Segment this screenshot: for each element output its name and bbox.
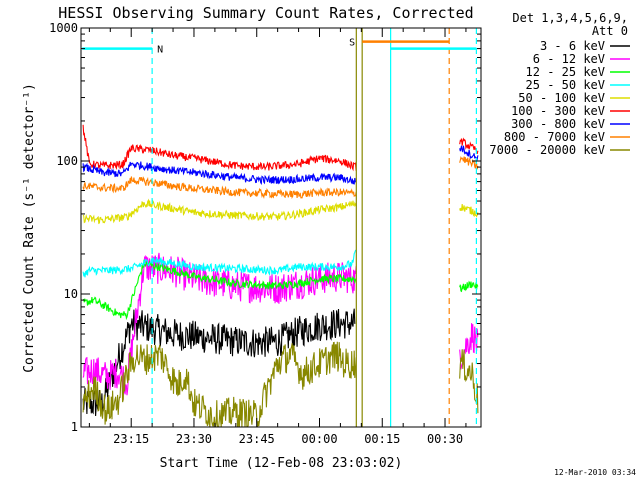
series-line-7 <box>82 176 357 200</box>
series-line-8 <box>82 341 357 428</box>
series-line-3 <box>82 249 357 278</box>
y-tick-label: 10 <box>64 287 78 301</box>
legend-entry-label: 7000 - 20000 keV <box>489 143 605 157</box>
series-line-7 <box>459 155 479 170</box>
series-line-4 <box>459 204 479 218</box>
y-tick-label: 100 <box>56 154 78 168</box>
series-line-2 <box>83 259 357 321</box>
series-line-1 <box>82 252 357 396</box>
legend-header: Det 1,3,4,5,6,9, <box>512 11 628 25</box>
y-axis-label: Corrected Count Rate (s⁻¹ detector⁻¹) <box>22 83 37 373</box>
series-layer <box>82 124 479 428</box>
y-axis: 1 10 100 1000 <box>49 21 481 434</box>
series-line-5 <box>459 137 479 155</box>
legend-entry-label: 300 - 800 keV <box>511 117 605 131</box>
x-tick-label: 00:30 <box>427 432 463 446</box>
legend-entry-label: 800 - 7000 keV <box>504 130 605 144</box>
series-line-8 <box>459 349 479 414</box>
legend-entry-label: 100 - 300 keV <box>511 104 605 118</box>
x-tick-label: 00:00 <box>301 432 337 446</box>
legend-entry-label: 6 - 12 keV <box>533 52 605 66</box>
y-tick-label: 1 <box>71 420 78 434</box>
legend-entry-label: 25 - 50 keV <box>526 78 605 92</box>
y-tick-label: 1000 <box>49 21 78 35</box>
legend-entry-label: 12 - 25 keV <box>526 65 605 79</box>
x-tick-label: 23:30 <box>176 432 212 446</box>
interval-label: S <box>349 38 355 49</box>
footer-date: 12-Mar-2010 03:34 <box>554 468 636 477</box>
legend-entry-label: 3 - 6 keV <box>540 39 605 53</box>
legend-header: Att 0 <box>592 24 628 38</box>
series-line-5 <box>82 124 357 172</box>
x-tick-label: 00:15 <box>364 432 400 446</box>
series-line-6 <box>459 145 479 162</box>
x-tick-label: 23:15 <box>113 432 149 446</box>
x-axis: 23:15 23:30 23:45 00:00 00:15 00:30 <box>88 28 467 446</box>
series-line-6 <box>82 161 357 185</box>
legend-entry-label: 50 - 100 keV <box>518 91 605 105</box>
plot-frame <box>80 27 482 428</box>
interval-label: N <box>157 45 163 56</box>
x-axis-label: Start Time (12-Feb-08 23:03:02) <box>160 456 403 471</box>
chart-title: HESSI Observing Summary Count Rates, Cor… <box>58 4 473 22</box>
series-line-0 <box>82 308 356 417</box>
interval-markers: NS <box>82 28 477 427</box>
series-line-4 <box>82 198 357 225</box>
series-line-2 <box>459 280 479 293</box>
x-tick-label: 23:45 <box>239 432 275 446</box>
